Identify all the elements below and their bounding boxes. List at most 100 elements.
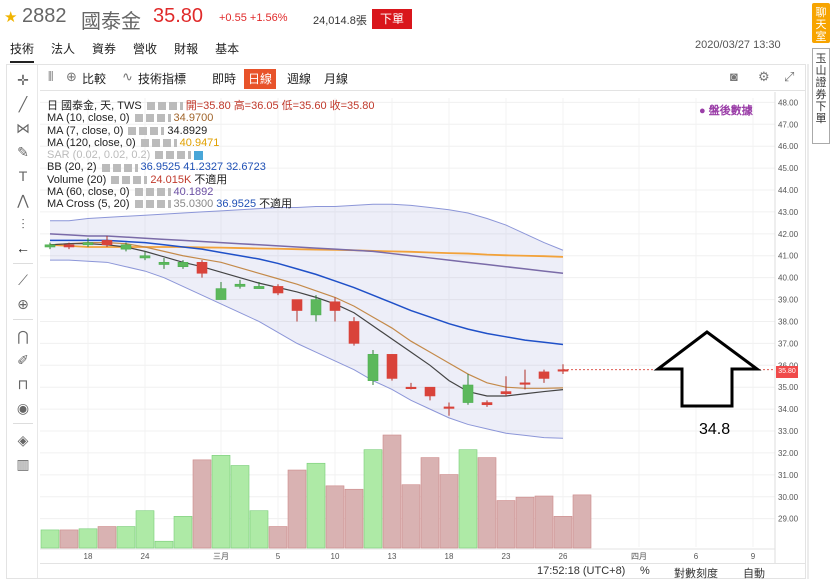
pattern-icon[interactable]: ⋀: [17, 192, 29, 208]
pencil-lock-icon[interactable]: ✐: [17, 352, 29, 368]
macross-v3: 不適用: [259, 198, 293, 211]
legend-controls[interactable]: [128, 126, 165, 135]
section-tabs: 技術 法人 資券 營收 財報 基本: [10, 40, 256, 63]
low-value: 低=35.60: [281, 100, 327, 112]
volume-bar: [268, 526, 288, 549]
legend-controls[interactable]: [134, 188, 171, 197]
candle-body: [82, 242, 94, 246]
grid: [40, 98, 775, 547]
magnet-icon[interactable]: ⋂: [17, 328, 29, 344]
camera-icon[interactable]: ◙: [730, 69, 738, 84]
log-scale-toggle[interactable]: 對數刻度: [674, 568, 718, 580]
bb-upper-value: 41.2327: [183, 161, 224, 174]
legend-controls[interactable]: [146, 102, 183, 111]
tab-revenue[interactable]: 營收: [133, 42, 158, 56]
candle-body: [538, 371, 550, 379]
volume-bar: [401, 484, 421, 549]
x-tick-label: 三月: [213, 552, 229, 561]
compare-add-icon[interactable]: ⊕: [66, 69, 77, 84]
chart-toolbar: ⫴ ⊕ 比較 ∿ 技術指標 即時 日線 週線 月線 ◙ ⚙ ⤢: [40, 65, 806, 91]
indicator-icon[interactable]: ∿: [122, 69, 133, 84]
legend-controls[interactable]: [134, 200, 171, 209]
right-scrollbar[interactable]: [807, 64, 809, 579]
legend-controls[interactable]: [101, 163, 138, 172]
crosshair-icon[interactable]: ✛: [17, 72, 29, 88]
esun-order-tab[interactable]: 玉山證券下單: [812, 48, 830, 144]
candle-body: [272, 286, 284, 294]
ruler-icon[interactable]: ⟋: [18, 272, 28, 288]
tab-margin[interactable]: 資券: [92, 42, 117, 56]
layers-icon[interactable]: ◈: [17, 432, 29, 448]
x-tick-label: 18: [84, 552, 93, 561]
trendline-icon[interactable]: ╱: [18, 96, 28, 112]
volume-bar: [173, 516, 193, 549]
up-arrow-annotation: [653, 330, 762, 408]
fullscreen-icon[interactable]: ⤢: [784, 69, 795, 84]
volume-row: Volume (20) 24.015K 不適用: [47, 174, 378, 186]
candle-body: [253, 286, 265, 289]
candle-body: [234, 283, 246, 287]
close-value: 收=35.80: [329, 100, 375, 112]
candle-type-icon[interactable]: ⫴: [48, 69, 54, 84]
volume-bar: [154, 540, 174, 549]
tab-institutional[interactable]: 法人: [51, 42, 76, 56]
y-tick-label: 35.00: [778, 383, 799, 392]
tab-fundamentals[interactable]: 基本: [215, 42, 240, 56]
visibility-icon[interactable]: [194, 150, 204, 160]
tab-technical[interactable]: 技術: [10, 40, 35, 63]
volume-bar: [306, 462, 326, 549]
up-arrow-icon: [653, 330, 762, 408]
x-tick-label: 18: [445, 552, 454, 561]
measure-icon[interactable]: ⫶: [21, 216, 25, 232]
realtime-button[interactable]: 即時: [212, 72, 237, 86]
volume-bar: [477, 457, 497, 549]
monthly-button[interactable]: 月線: [324, 72, 349, 86]
eye-icon[interactable]: ◉: [16, 400, 30, 416]
high-value: 高=36.05: [233, 100, 279, 112]
candle-body: [481, 402, 493, 406]
volume-bar: [325, 485, 345, 549]
settings-icon[interactable]: ⚙: [758, 69, 770, 84]
y-tick-label: 48.00: [778, 98, 799, 107]
candle-body: [405, 386, 417, 390]
fib-tool-icon[interactable]: ⋈: [16, 120, 30, 136]
x-tick-label: 四月: [631, 552, 647, 561]
sar-label: SAR (0.02, 0.02, 0.2): [47, 149, 151, 162]
candle-body: [177, 262, 189, 268]
indicators-button[interactable]: 技術指標: [138, 72, 187, 86]
ma120-row: MA (120, close, 0) 40.9471: [47, 137, 378, 149]
lock-icon[interactable]: ⊓: [17, 376, 29, 392]
compare-button[interactable]: 比較: [82, 72, 107, 86]
tool-divider: [13, 319, 33, 320]
chatroom-tab[interactable]: 聊天室: [812, 3, 830, 43]
favorite-star-icon[interactable]: ★: [4, 9, 18, 26]
place-order-button[interactable]: 下單: [372, 9, 412, 29]
ma120-line: [49, 243, 564, 258]
price-chart[interactable]: 48.00 47.00 46.00 45.00 44.00 43.00 42.00 41.00…: [40, 92, 806, 563]
ma60-label: MA (60, close, 0): [47, 186, 130, 199]
legend-controls[interactable]: [111, 175, 148, 184]
legend-controls[interactable]: [140, 138, 177, 147]
drawing-toolbar: ✛ ╱ ⋈ ✎ T ⋀ ⫶ ← ⟋ ⊕ ⋂ ✐ ⊓ ◉ ◈ ▥: [7, 65, 38, 578]
back-arrow-icon[interactable]: ←: [16, 240, 30, 256]
brush-icon[interactable]: ✎: [17, 144, 29, 160]
y-tick-label: 46.00: [778, 142, 799, 151]
percent-toggle[interactable]: %: [640, 565, 650, 577]
candle-body: [348, 321, 360, 344]
bb-lower-line: [50, 259, 564, 439]
weekly-button[interactable]: 週線: [287, 72, 312, 86]
legend-controls[interactable]: [134, 114, 171, 123]
y-axis: 48.00 47.00 46.00 45.00 44.00 43.00 42.00 41.00…: [774, 92, 799, 563]
legend-controls[interactable]: [155, 151, 192, 160]
after-market-data[interactable]: ● 盤後數據: [699, 105, 753, 117]
ma120-label: MA (120, close, 0): [47, 136, 136, 149]
volume-bar: [40, 529, 60, 549]
text-tool-icon[interactable]: T: [18, 168, 28, 184]
daily-button[interactable]: 日線: [244, 69, 277, 89]
auto-scale-toggle[interactable]: 自動: [743, 568, 765, 580]
volume-bar: [230, 465, 250, 549]
open-value: 開=35.80: [185, 100, 231, 112]
zoom-in-icon[interactable]: ⊕: [17, 296, 29, 312]
tab-financials[interactable]: 財報: [174, 42, 199, 56]
trash-icon[interactable]: ▥: [16, 456, 30, 472]
